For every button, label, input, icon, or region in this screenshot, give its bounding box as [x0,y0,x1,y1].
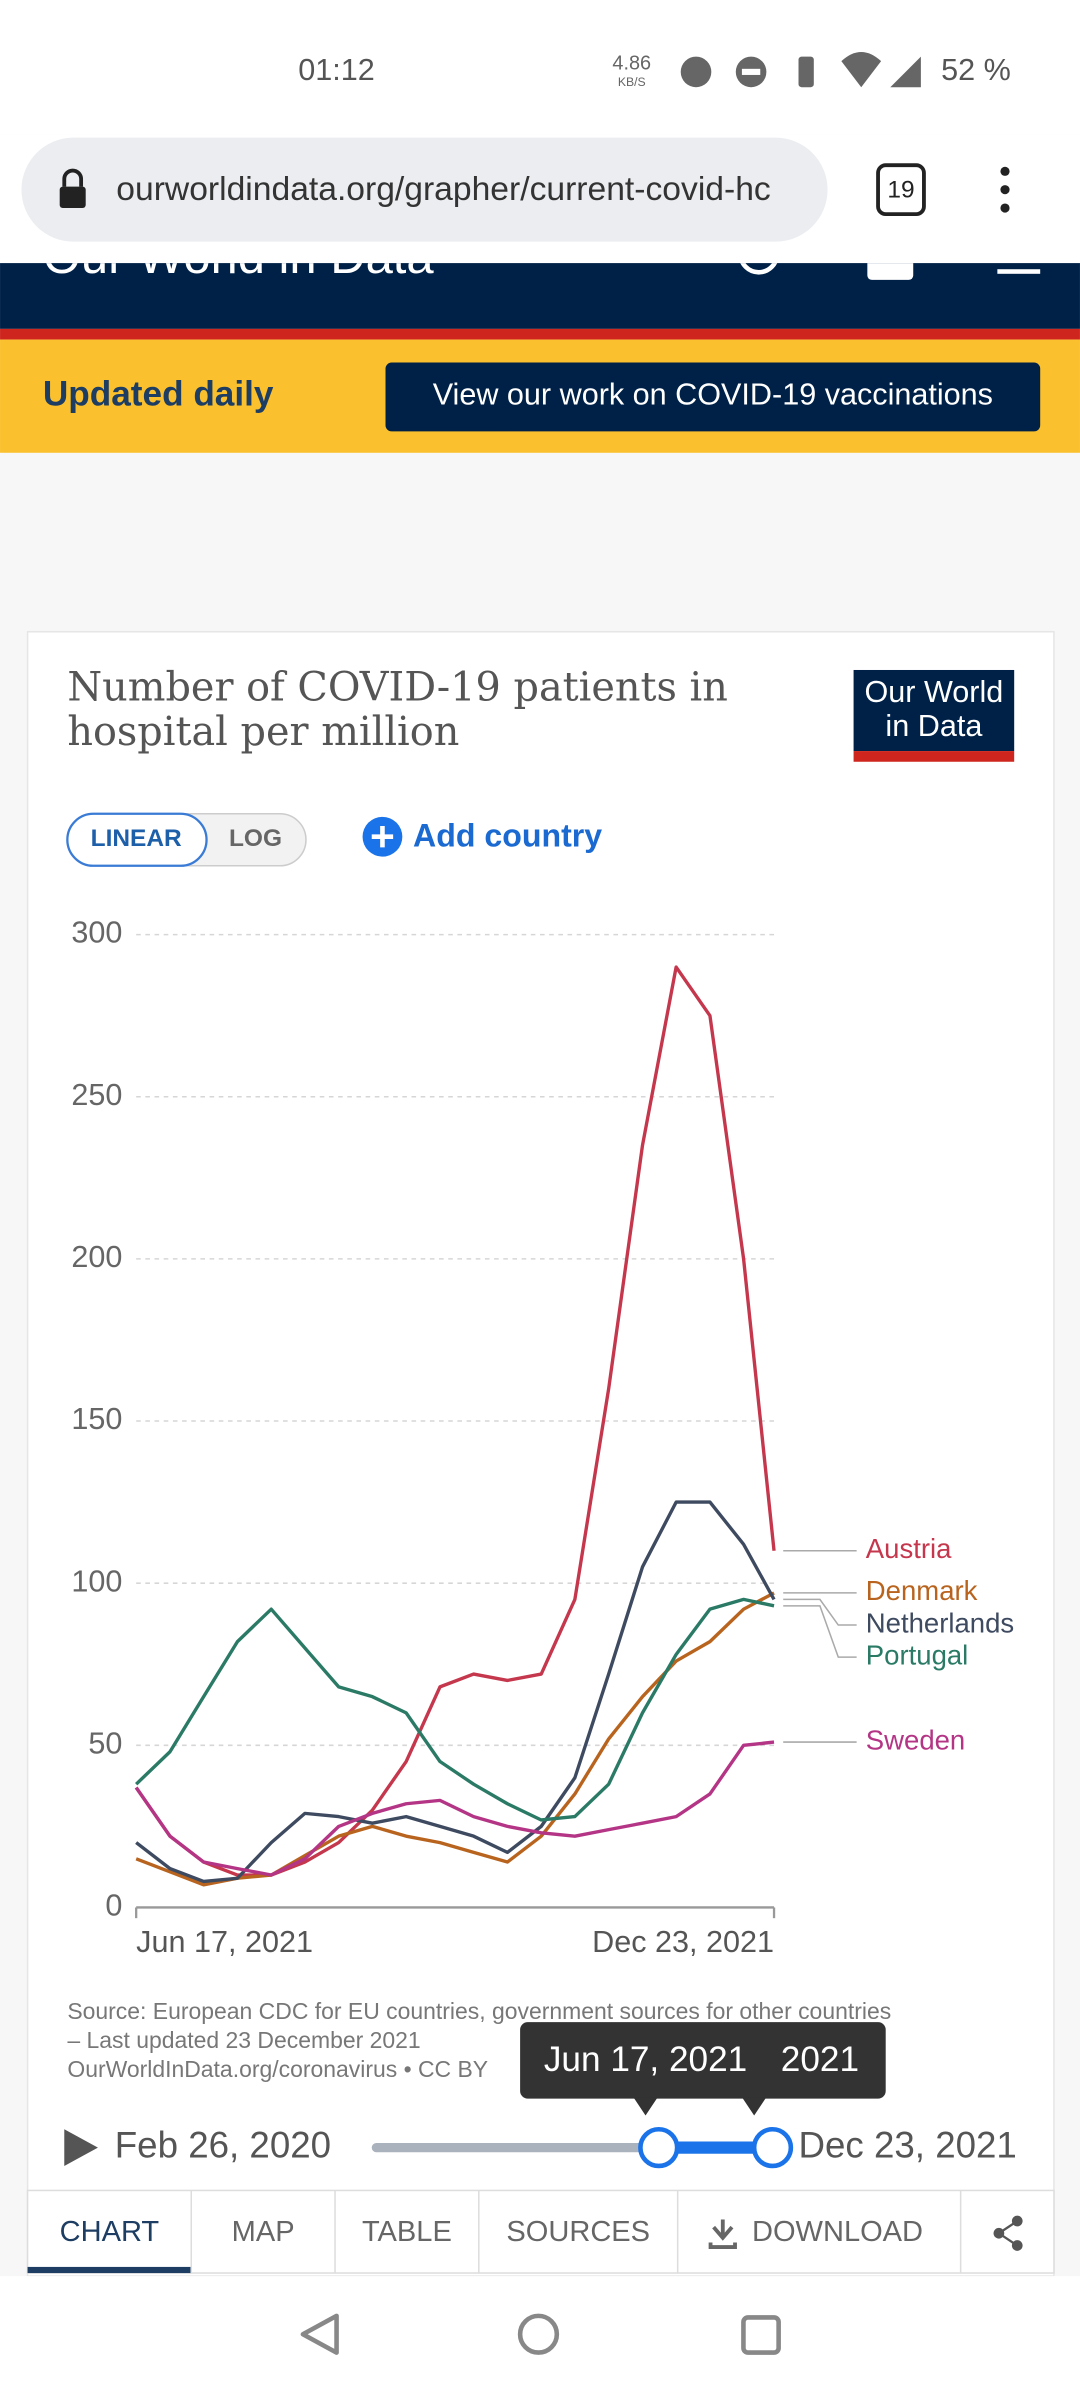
plot: 0 50 100 150 200 250 300 Jun 17, 2021 Dec 23, 20… [71,916,1014,1960]
url: ourworldindata.org/grapher/current-covid… [116,171,770,208]
header-stripe [0,328,1080,340]
back-button[interactable] [300,2313,339,2355]
source-box: Source: European CDC for EU countries, g… [67,1998,893,2085]
nav-bar [0,2276,1080,2400]
home-button[interactable] [517,2313,560,2355]
tooltip-end: 2021 [781,2040,859,2079]
wifi-icon [841,52,882,88]
banner-label: Updated daily [43,374,274,413]
signal-icon [890,56,921,88]
tab-bar [26,2189,1055,2274]
tooltip-start: Jun 17, 2021 [544,2040,747,2079]
label-connector [783,1605,857,1658]
tab-label[interactable]: TABLE [362,2216,452,2248]
chart-card [26,630,1055,2277]
timeline-handle[interactable] [751,2126,794,2169]
tab-label[interactable]: SOURCES [506,2216,650,2248]
source-wrap: Source: European CDC for EU countries, g… [67,1998,893,2085]
y-tick-label: 300 [71,916,122,950]
alarm-icon [680,56,712,88]
tab-label[interactable]: DOWNLOAD [752,2216,923,2248]
series-label: Denmark [866,1575,978,1606]
lock-icon [59,186,86,209]
logo-stripe [853,751,1015,762]
timeline-selection [638,2126,794,2169]
timeline-start: Feb 26, 2020 [115,2124,331,2165]
log-label: LOG [229,825,282,852]
site-brand[interactable]: Our World in Data [43,230,435,284]
y-tick-label: 200 [71,1240,122,1274]
vibrate-icon [798,56,814,88]
timeline-handle[interactable] [638,2126,680,2169]
lock-shackle [62,168,84,187]
menu-dot[interactable] [1000,203,1010,213]
add-country[interactable]: Add country [413,818,602,854]
chart-title-box: Number of COVID-19 patients in hospital … [67,666,728,756]
battery: 52 % [941,53,1011,87]
tab-label[interactable]: CHART [60,2216,160,2248]
logo-text-box: Our World in Data [864,676,1004,744]
url-field[interactable] [21,137,828,242]
download-icon [708,2219,737,2249]
series-label: Netherlands [866,1607,1014,1638]
recents-button[interactable] [741,2315,781,2355]
timeline-range [658,2141,773,2154]
series-label: Portugal [866,1639,969,1670]
series-label: Sweden [866,1724,965,1755]
chart-title: Number of COVID-19 patients in hospital … [67,666,728,756]
banner-button-label: View our work on COVID-19 vaccinations [433,377,993,411]
logo-text: Our World in Data [864,676,1004,744]
tabs: CHART MAP TABLE SOURCES DOWNLOAD [27,2190,962,2274]
banner-button[interactable] [385,362,1041,432]
y-tick-label: 150 [71,1402,122,1436]
y-tick-label: 50 [88,1726,122,1760]
play-button[interactable] [64,2129,98,2166]
clock: 01:12 [298,53,375,87]
label-connector [783,1598,857,1626]
y-tick-label: 0 [105,1889,122,1923]
menu-dot[interactable] [1000,166,1010,176]
share-icon-lines [996,2220,1018,2247]
timeline-end: Dec 23, 2021 [799,2124,1017,2165]
status-bar [0,0,1080,135]
net-speed: 4.86 [612,52,651,74]
logo[interactable] [853,669,1015,752]
dnd-bar [741,68,761,75]
tab-label[interactable]: MAP [232,2216,295,2248]
tooltip-arrow [633,2097,658,2116]
y-tick-label: 250 [71,1078,122,1112]
linear-button[interactable] [66,812,208,867]
license[interactable]: OurWorldInData.org/coronavirus • CC BY [67,2057,489,2084]
menu-dot[interactable] [1000,185,1010,195]
y-tick-label: 100 [71,1564,122,1598]
series-line [135,1597,775,1822]
net-speed-unit: KB/S [618,75,646,89]
series-line [134,965,776,1877]
series-label: Austria [866,1533,952,1564]
linear-label: LINEAR [91,825,182,852]
tooltip-arrow [741,2097,767,2116]
tooltip [520,2022,886,2099]
x-tick-label: Jun 17, 2021 [136,1925,313,1959]
series-line [135,1500,776,1884]
header-icon[interactable] [867,254,914,280]
tab-count: 19 [887,177,914,204]
plus [371,826,394,848]
search-icon[interactable] [740,236,778,275]
x-tick-label: Dec 23, 2021 [592,1925,774,1959]
hamburger-icon[interactable] [997,269,1041,274]
source: Source: European CDC for EU countries, g… [67,1999,892,2055]
tab-active-underline [27,2266,192,2274]
series-line [134,1740,775,1877]
tab-switcher[interactable] [876,163,926,217]
